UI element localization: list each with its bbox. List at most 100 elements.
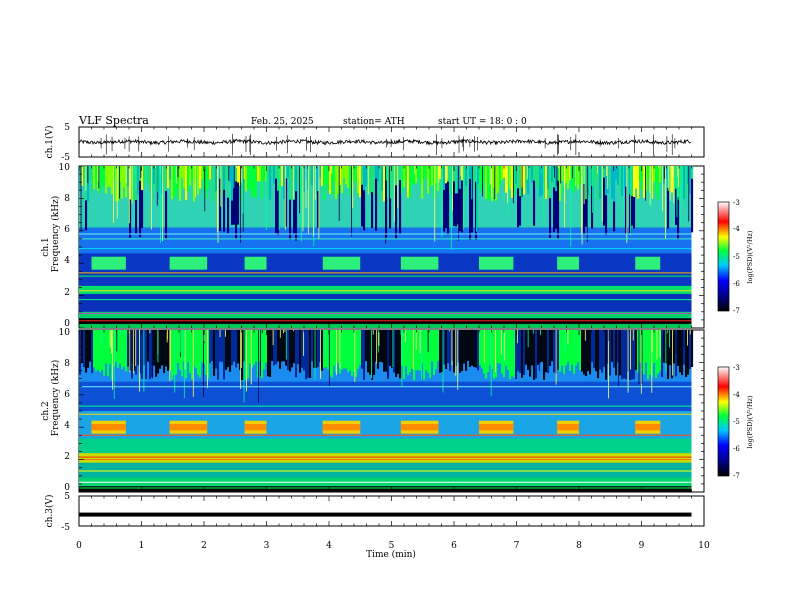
spec-column (673, 330, 676, 364)
spec-column (125, 330, 128, 372)
ch3-ytick-bottom: -5 (61, 523, 70, 533)
spec-column (353, 166, 356, 181)
spec-column-dark (553, 187, 556, 233)
spec-column (379, 166, 382, 199)
spec-column (373, 330, 376, 375)
spec-column-dark (227, 197, 230, 234)
spec-column (413, 166, 416, 185)
spec-column (229, 330, 232, 372)
spec-column (341, 330, 344, 370)
spec-column (351, 166, 354, 188)
spec-column (465, 330, 468, 371)
spec-column (213, 166, 216, 202)
spec-column (163, 166, 166, 183)
spec-column-dark (613, 201, 616, 232)
spec-column (305, 330, 308, 380)
spec-column (403, 330, 406, 379)
spec-column (531, 166, 534, 183)
spec-column (643, 330, 646, 375)
spec-column (413, 330, 416, 381)
spec-column (135, 166, 138, 200)
spec-column (665, 166, 668, 178)
spec-column (593, 166, 596, 188)
spec-column (495, 330, 498, 378)
spec-column-dark (557, 180, 560, 239)
spec-column (667, 330, 670, 380)
spec-column (121, 166, 124, 199)
spec-column-dark (605, 195, 608, 236)
spec-column (683, 330, 686, 365)
spec-column (273, 330, 276, 366)
spec-column (369, 166, 372, 194)
spec-column (449, 330, 452, 371)
spec-column (177, 166, 180, 189)
spec-column (553, 330, 556, 373)
spec-column (569, 166, 572, 181)
spec-column-dark (629, 194, 632, 234)
spec-column (409, 166, 412, 199)
ch1-cbar-tick-m4: -4 (733, 225, 740, 233)
spec-column (579, 330, 582, 371)
spec-column (457, 166, 460, 194)
spec-burst (244, 256, 267, 270)
spec-column (647, 330, 650, 380)
spec-column (549, 166, 552, 199)
spec-column (95, 330, 98, 372)
spec-column (567, 330, 570, 362)
spec-column (241, 166, 244, 201)
spec-column (93, 166, 96, 190)
spec-burst-core (322, 423, 361, 431)
spec-column-dark (135, 199, 138, 234)
spec-column (565, 330, 568, 366)
spec-column (233, 330, 236, 362)
spec-column (539, 166, 542, 197)
spec-column-dark (549, 198, 552, 238)
spec-column (335, 166, 338, 199)
spec-column (509, 330, 512, 380)
spec-column (691, 166, 694, 179)
spec-column (387, 166, 390, 192)
spec-column (231, 330, 234, 366)
spec-column (497, 330, 500, 363)
spec-column (263, 330, 266, 370)
spec-column (495, 166, 498, 201)
spec-burst (400, 256, 439, 270)
spec-column (211, 166, 214, 202)
spec-column (235, 166, 238, 182)
spec-column (281, 330, 284, 362)
spec-column (85, 330, 88, 373)
ch1-spec-ylabel-frequency: Frequency (kHz) (50, 196, 61, 273)
spec-column (653, 330, 656, 364)
spec-column (185, 166, 188, 201)
spec-column-dark (585, 199, 588, 227)
spec-column (595, 166, 598, 180)
spec-column (645, 330, 648, 363)
spec-column (487, 330, 490, 373)
spec-column (329, 166, 332, 195)
spec-column (325, 166, 328, 184)
spec-column (321, 330, 324, 371)
spec-column (139, 330, 142, 374)
spec-column (79, 330, 82, 375)
spec-column (677, 330, 680, 366)
spec-column (469, 166, 472, 179)
spec-column (525, 166, 528, 183)
spec-column (191, 330, 194, 380)
ch2-spec-ylabel-frequency: Frequency (kHz) (50, 360, 61, 437)
spec-column (87, 330, 90, 368)
spec-column (483, 166, 486, 183)
spec-column (561, 330, 564, 366)
spec-column (261, 330, 264, 379)
spec-column (187, 330, 190, 363)
spec-column (689, 166, 692, 194)
spec-column (133, 166, 136, 202)
spec-column (363, 166, 366, 191)
spec-column (145, 330, 148, 380)
spec-column-dark (443, 189, 446, 232)
spec-column (423, 330, 426, 380)
spec-column (375, 166, 378, 179)
spec-column (373, 166, 376, 195)
spec-column (173, 166, 176, 197)
spec-column-dark (691, 178, 694, 233)
spec-column (161, 330, 164, 366)
